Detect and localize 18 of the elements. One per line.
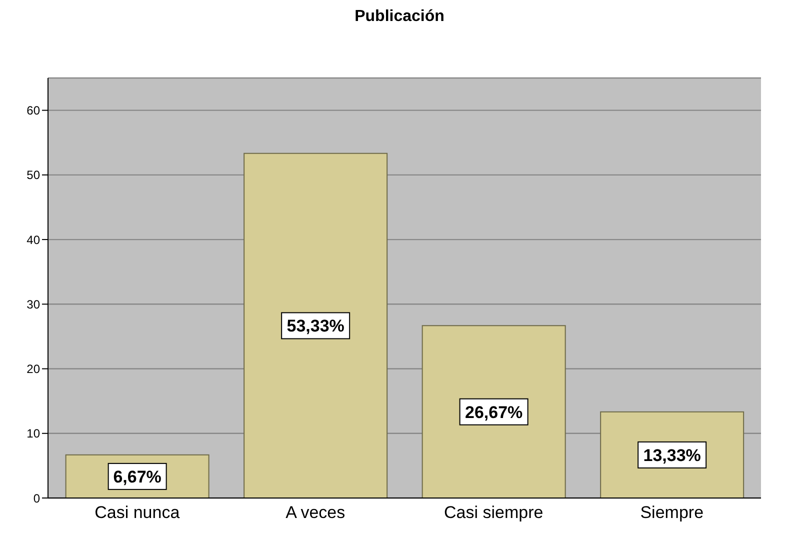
y-tick-label: 0 [33, 491, 40, 506]
bar [422, 325, 566, 498]
y-tick-label: 50 [26, 168, 40, 182]
y-tick-label: 40 [26, 232, 40, 247]
data-label: 13,33% [643, 446, 701, 465]
data-label: 53,33% [286, 316, 344, 336]
x-tick-label: Casi nunca [94, 503, 180, 522]
y-tick-label: 20 [26, 362, 40, 376]
data-label: 6,67% [113, 467, 162, 486]
x-tick-label: Siempre [640, 503, 704, 522]
x-tick-label: A veces [286, 503, 346, 522]
bar [244, 152, 388, 498]
y-tick-label: 10 [26, 426, 40, 441]
y-tick-label: 30 [26, 297, 40, 312]
y-tick-label: 60 [26, 104, 40, 118]
x-tick-label: Casi siempre [444, 503, 544, 522]
data-label: 26,67% [464, 402, 523, 422]
chart-title: Publicación [354, 8, 446, 27]
